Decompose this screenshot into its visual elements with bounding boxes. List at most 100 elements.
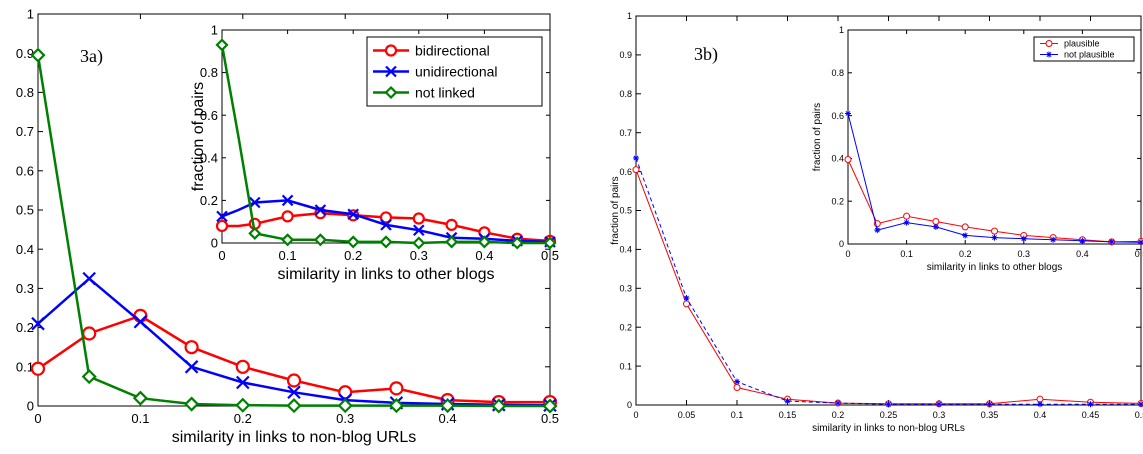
- 3a-inset-legend-marker: [384, 44, 398, 57]
- 3b-main-data-point: [633, 154, 639, 161]
- 3b-inset-data-point: [845, 110, 851, 117]
- 3a-inset-data-point: [215, 38, 229, 52]
- 3a-main-data-point: [133, 314, 148, 329]
- 3b-main-y-tick-label: 0.5: [619, 206, 632, 216]
- 3a-main-data-point: [184, 396, 200, 412]
- 3a-inset-data-point: [445, 235, 459, 249]
- 3b-main-data-point: [1037, 401, 1043, 408]
- 3a-inset-legend-entry: unidirectional: [415, 63, 498, 79]
- 3a-main-data-point: [542, 398, 558, 414]
- 3a-main-data-point: [133, 308, 148, 323]
- 3b-inset-legend-entry: plausible: [1064, 39, 1100, 49]
- 3a-main-y-tick-label: 0.1: [16, 359, 34, 374]
- 3b-main-y-tick-label: 0.6: [619, 167, 632, 177]
- 3a-main-data-point: [236, 375, 250, 390]
- 3b-inset-data-point: [1108, 238, 1115, 245]
- 3a-main-data-point: [82, 326, 97, 341]
- 3b-main-x-axis-label: similarity in links to non-blog URLs: [812, 423, 965, 434]
- 3a-inset-y-tick-label: 0: [211, 236, 218, 251]
- 3b-main-y-tick-label: 0.7: [619, 128, 632, 138]
- 3b-main-x-tick-label: 0.25: [880, 410, 898, 420]
- 3a-inset-legend-marker: [385, 65, 397, 78]
- 3a-main-y-tick-label: 0.8: [16, 85, 34, 100]
- 3a-main-data-point: [81, 369, 97, 385]
- 3b-main-x-tick-label: 0.2: [832, 410, 845, 420]
- 3a-inset-data-point: [281, 233, 295, 247]
- 3a-main-x-tick-label: 0.4: [439, 411, 457, 426]
- 3a-main-data-point: [30, 361, 46, 376]
- 3b-inset-y-tick-label: 0: [839, 239, 844, 249]
- 3a-main-y-tick-label: 0.9: [16, 46, 34, 61]
- 3b-inset-data-point: [1079, 237, 1086, 244]
- 3a-main-data-point: [235, 397, 251, 413]
- 3a-inset-data-point: [379, 211, 393, 224]
- 3a-main-data-point: [30, 47, 46, 63]
- 3a-inset-data-point: [347, 208, 359, 221]
- 3a-inset-data-point: [215, 219, 229, 233]
- 3a-inset-data-point: [346, 235, 360, 249]
- 3a-main-data-point: [286, 398, 302, 414]
- 3a-inset-y-tick-label: 0.8: [200, 65, 218, 80]
- 3b-inset-series-not-plausible: [845, 110, 1143, 246]
- 3b-inset-data-point: [962, 232, 969, 239]
- 3b-main-y-tick-label: 0: [627, 400, 632, 410]
- 3a-inset-data-point: [379, 235, 393, 249]
- 3b-main-data-point: [632, 166, 640, 174]
- 3b-inset-y-tick-label: 0.4: [831, 154, 844, 164]
- 3b-inset-data-point: [932, 218, 940, 226]
- 3a-inset-data-point: [281, 210, 294, 223]
- 3a-main-series-not-linked: [30, 47, 558, 414]
- 3a-inset-data-point: [216, 210, 228, 223]
- 3a-main-data-point: [491, 398, 507, 414]
- 3b-main-data-point: [683, 300, 690, 308]
- 3b-inset-x-tick-label: 0.1: [900, 249, 913, 259]
- 3a-inset-y-tick-label: 0.2: [200, 193, 218, 208]
- 3b-main-y-tick-label: 0.2: [619, 322, 632, 332]
- 3b-main-data-point: [885, 401, 892, 408]
- 3a-main-data-point: [132, 390, 148, 406]
- 3b-inset-x-tick-label: 0.2: [959, 249, 972, 259]
- 3b-main-data-point: [734, 378, 740, 385]
- 3a-inset-data-point: [412, 236, 426, 250]
- 3b-main-x-tick-label: 0: [633, 410, 638, 420]
- 3b-main-x-tick-label: 0.1: [731, 410, 744, 420]
- 3a-inset-x-tick-label: 0.1: [279, 248, 297, 263]
- 3a-main-data-point: [31, 316, 45, 331]
- 3b-main-series-not-plausible: [633, 154, 1143, 408]
- 3a-inset-x-tick-label: 0: [218, 248, 225, 263]
- 3a-main-y-tick-label: 0.5: [16, 203, 34, 218]
- 3b-inset-data-point: [991, 227, 998, 235]
- 3a-main-data-point: [388, 398, 404, 414]
- 3b-main-y-axis-label: fraction of pairs: [610, 176, 621, 244]
- 3b-main-data-point: [1087, 401, 1094, 408]
- 3a-main-data-point: [184, 340, 199, 355]
- 3b-main-y-tick-label: 0.9: [619, 50, 632, 60]
- 3b-main-data-point: [835, 400, 841, 407]
- 3a-main-data-point: [184, 360, 199, 374]
- 3b-main-y-tick-label: 0.1: [619, 361, 632, 371]
- 3b-main-x-tick-label: 0.4: [1034, 410, 1047, 420]
- 3b-inset-data-point: [961, 223, 969, 231]
- 3a-inset-y-axis-label: fraction of pairs: [190, 82, 207, 191]
- 3a-main-y-tick-label: 0.4: [16, 242, 34, 257]
- 3b-inset-x-tick-label: 0.5: [1135, 249, 1143, 259]
- 3a-main-data-point: [235, 359, 250, 374]
- 3a-inset-data-point: [380, 219, 392, 231]
- 3b-inset-chart: 0 0.1 0.2 0.3 0.4 0.5 0 0.2 0.4 0.6 0.8 1 similarity…: [812, 25, 1143, 273]
- 3b-inset-data-point: [903, 219, 910, 226]
- 3b-inset-data-point: [903, 212, 911, 220]
- 3b-inset-x-tick-label: 0.4: [1076, 249, 1089, 259]
- 3a-main-y-tick-label: 1: [27, 7, 34, 22]
- 3b-main-x-tick-label: 0.45: [1082, 410, 1100, 420]
- 3a-inset-series-not-linked: [215, 38, 557, 250]
- 3b-main-y-tick-label: 0.4: [619, 245, 632, 255]
- 3a-main-data-point: [440, 398, 456, 414]
- 3b-inset-data-point: [991, 234, 998, 241]
- 3b-main-data-point: [784, 398, 791, 405]
- 3a-inset-chart: 0 0.1 0.2 0.3 0.4 0.5 0 0.2 0.4 0.6 0.8 1 similarity…: [190, 23, 559, 283]
- 3b-inset-y-tick-label: 0.2: [831, 196, 844, 206]
- 3b-main-data-point: [683, 295, 690, 302]
- 3b-main-x-tick-label: 0.15: [779, 410, 797, 420]
- 3a-inset-x-tick-label: 0.3: [410, 248, 428, 263]
